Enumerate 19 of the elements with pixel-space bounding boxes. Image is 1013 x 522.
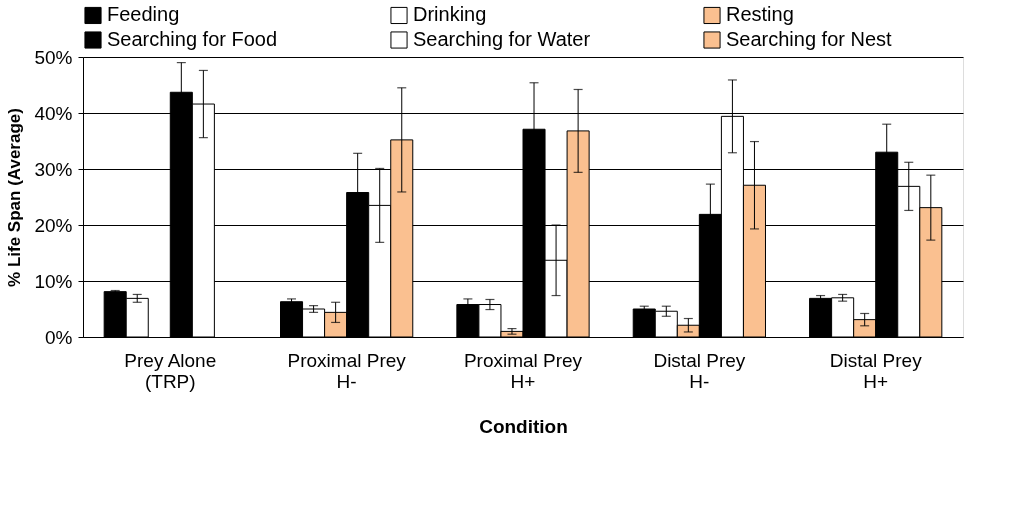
y-tick-label: 0% [45,326,73,348]
y-tick-label: 30% [34,158,73,180]
legend-label: Searching for Nest [726,28,893,50]
y-tick-label: 20% [34,214,73,236]
legend-label: Drinking [413,3,487,26]
x-tick-label: Distal Prey H- [653,349,746,392]
y-axis-title: % Life Span (Average) [5,108,25,287]
legend-label: Searching for Water [413,28,591,50]
x-tick-label: Proximal Prey H- [287,349,407,392]
x-axis-title: Condition [479,415,568,437]
y-tick-label: 40% [34,102,73,124]
legend-label: Resting [726,3,794,26]
legend-label: Searching for Food [107,28,278,50]
legend-label: Feeding [107,3,180,26]
x-tick-label: Proximal Prey H+ [463,349,583,392]
x-tick-label: Distal Prey H+ [829,349,923,392]
y-tick-label: 10% [34,270,73,292]
x-tick-label: Prey Alone (TRP) [124,349,217,392]
y-tick-label: 50% [34,46,73,68]
